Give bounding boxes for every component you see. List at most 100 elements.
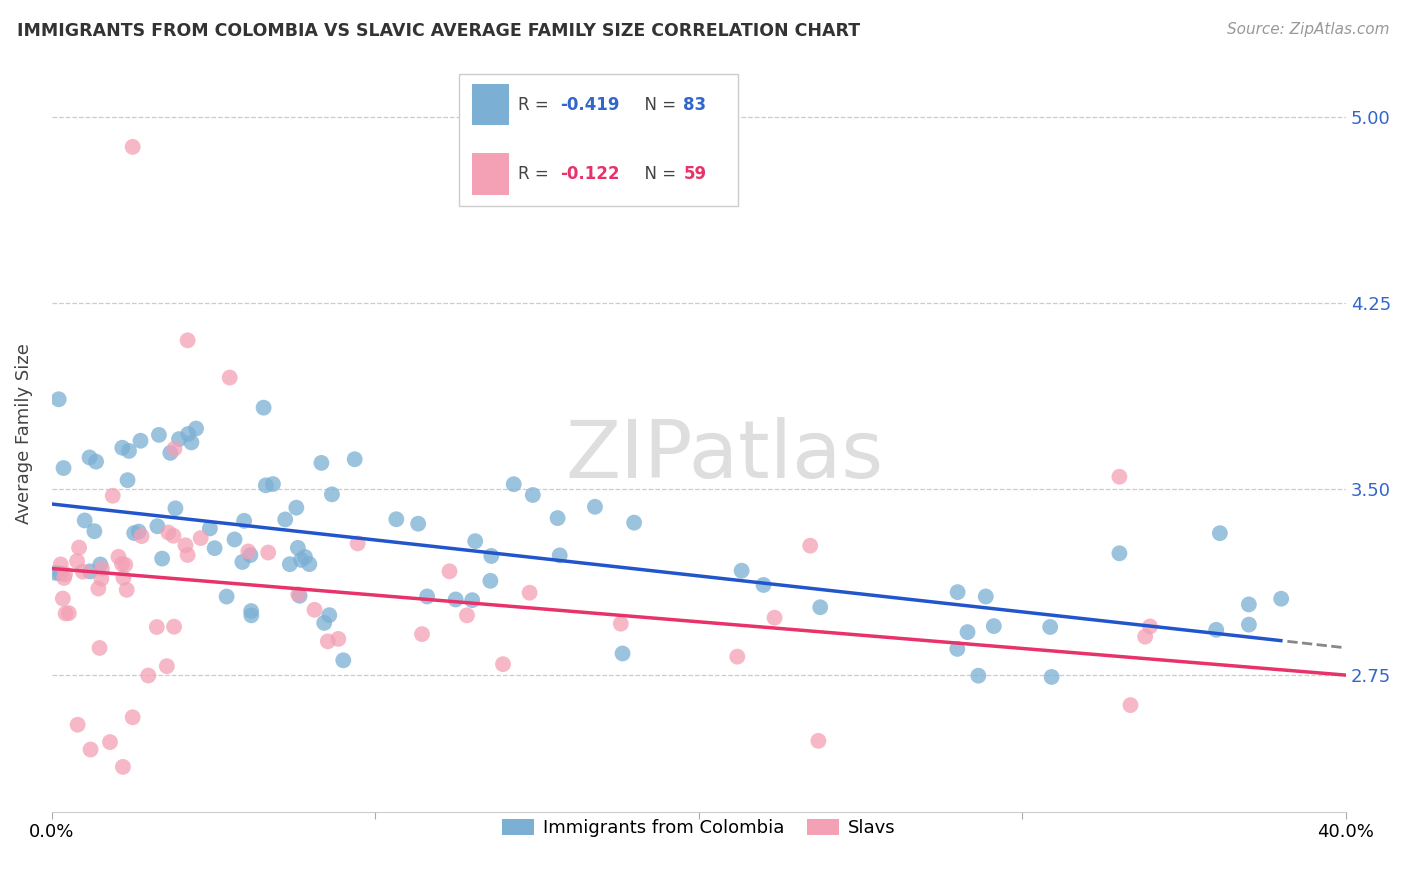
Text: R =: R = [517, 165, 554, 183]
Point [1133, 630, 1156, 644]
Point [262, 477, 284, 491]
Point [479, 574, 502, 588]
Point [128, 524, 150, 539]
Point [180, 435, 202, 450]
Point [285, 500, 308, 515]
Point [146, 519, 169, 533]
Point [233, 514, 256, 528]
Point [204, 541, 226, 556]
Point [198, 521, 221, 535]
Point [89, 640, 111, 655]
Point [111, 441, 134, 455]
Point [101, 489, 124, 503]
Point [176, 548, 198, 562]
Point [287, 541, 309, 555]
Point [224, 533, 246, 547]
Point [254, 478, 277, 492]
Point [808, 600, 831, 615]
Point [73, 513, 96, 527]
Point [444, 592, 467, 607]
Point [1040, 670, 1063, 684]
FancyBboxPatch shape [472, 84, 509, 126]
Point [90, 572, 112, 586]
Point [87, 582, 110, 596]
Point [111, 557, 134, 571]
Text: N =: N = [634, 95, 682, 113]
Point [215, 590, 238, 604]
Point [411, 627, 433, 641]
Point [121, 710, 143, 724]
Point [1039, 620, 1062, 634]
Point [121, 140, 143, 154]
Point [385, 512, 408, 526]
Text: N =: N = [634, 165, 682, 183]
Point [83, 524, 105, 539]
Point [304, 603, 326, 617]
Point [519, 585, 541, 599]
Text: R =: R = [517, 95, 554, 113]
Point [240, 604, 263, 618]
Point [66, 554, 89, 568]
Point [115, 582, 138, 597]
Point [49, 566, 72, 581]
Point [346, 536, 368, 550]
Point [52, 591, 75, 606]
Text: IMMIGRANTS FROM COLOMBIA VS SLAVIC AVERAGE FAMILY SIZE CORRELATION CHART: IMMIGRANTS FROM COLOMBIA VS SLAVIC AVERA… [17, 22, 860, 40]
Point [52, 461, 75, 475]
Point [583, 500, 606, 514]
Point [332, 653, 354, 667]
Point [53, 567, 76, 582]
Point [239, 548, 262, 562]
Point [610, 616, 633, 631]
Point [176, 334, 198, 348]
Point [967, 669, 990, 683]
Text: 83: 83 [683, 95, 706, 113]
Point [1270, 591, 1292, 606]
Point [53, 571, 76, 585]
Point [522, 488, 544, 502]
Y-axis label: Average Family Size: Average Family Size [15, 343, 32, 524]
Point [807, 734, 830, 748]
Point [48, 392, 70, 407]
Point [107, 549, 129, 564]
Point [72, 565, 94, 579]
Point [98, 735, 121, 749]
Point [49, 558, 72, 572]
Point [311, 456, 333, 470]
Point [148, 428, 170, 442]
Point [66, 717, 89, 731]
Point [163, 620, 186, 634]
Point [163, 442, 186, 456]
Point [177, 426, 200, 441]
Point [156, 659, 179, 673]
Point [623, 516, 645, 530]
Point [1119, 698, 1142, 712]
Point [167, 432, 190, 446]
Point [278, 558, 301, 572]
Point [752, 578, 775, 592]
Point [165, 501, 187, 516]
Point [136, 668, 159, 682]
Point [461, 593, 484, 607]
Point [316, 634, 339, 648]
Point [79, 565, 101, 579]
Point [974, 590, 997, 604]
Point [117, 473, 139, 487]
Point [238, 544, 260, 558]
Point [58, 606, 80, 620]
Point [321, 487, 343, 501]
Point [84, 455, 107, 469]
Point [763, 611, 786, 625]
Point [218, 370, 240, 384]
Text: 59: 59 [683, 165, 706, 183]
Point [492, 657, 515, 672]
Point [67, 541, 90, 555]
Point [328, 632, 350, 646]
Point [159, 446, 181, 460]
Point [162, 529, 184, 543]
Point [190, 531, 212, 545]
Point [174, 538, 197, 552]
FancyBboxPatch shape [472, 153, 509, 195]
Text: Source: ZipAtlas.com: Source: ZipAtlas.com [1226, 22, 1389, 37]
Point [1108, 469, 1130, 483]
